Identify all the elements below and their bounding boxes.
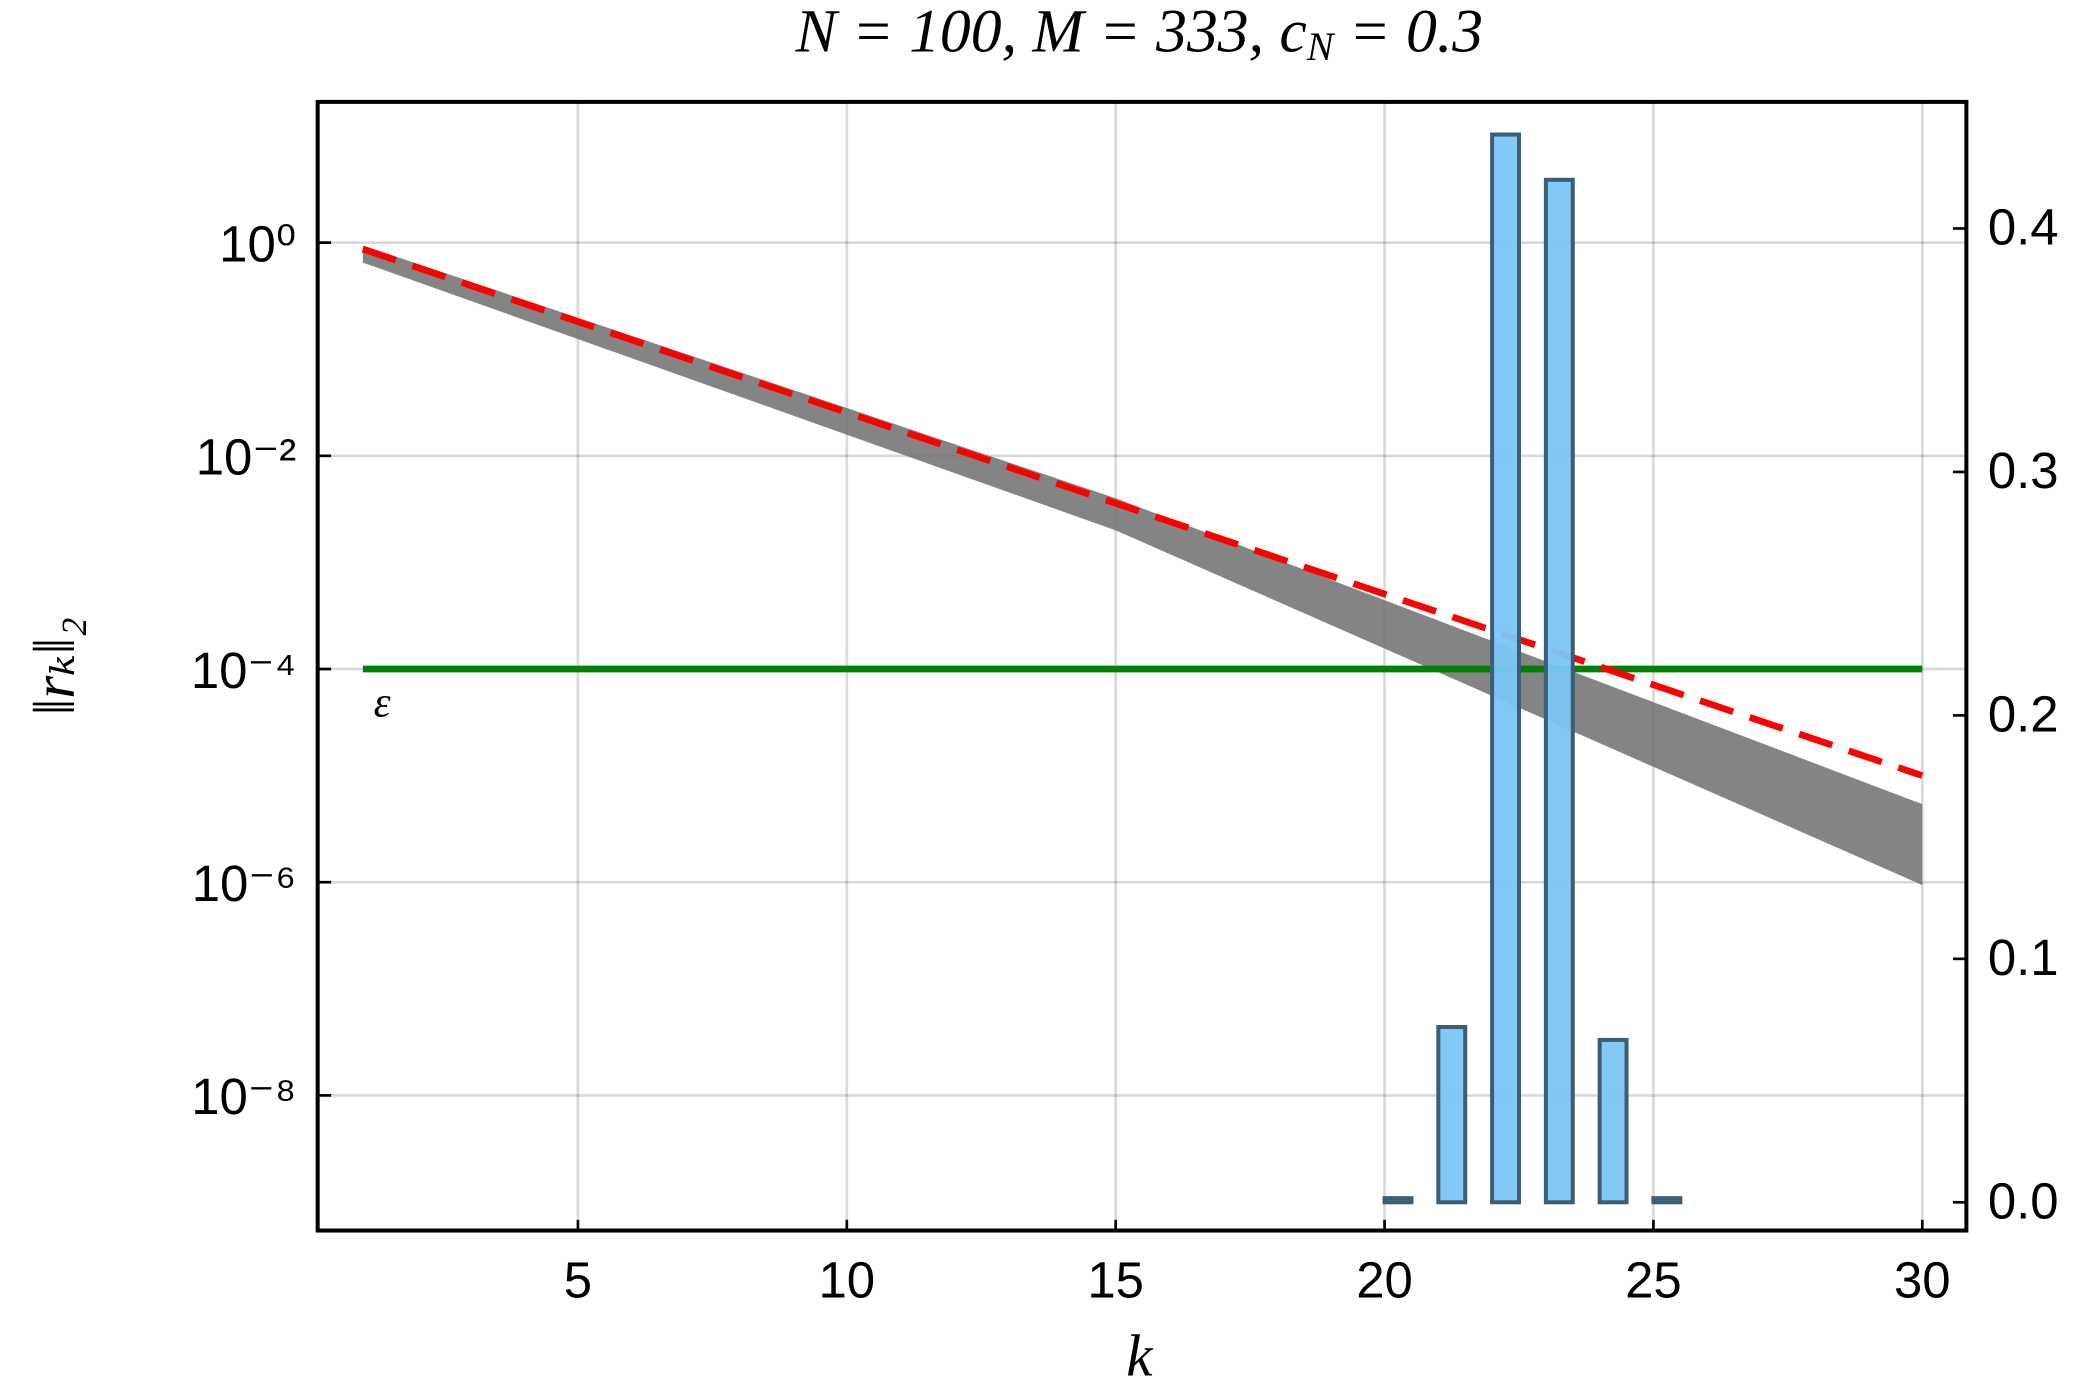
y-tick-label: 10⁻² xyxy=(196,429,296,486)
x-tick-label: 25 xyxy=(1625,1252,1682,1309)
y2-tick-label: 0.0 xyxy=(1988,1172,2059,1229)
x-tick-label: 30 xyxy=(1894,1252,1951,1309)
plot-frame xyxy=(315,99,1969,1233)
y2-tick-label: 0.4 xyxy=(1988,199,2059,256)
epsilon-annotation: ε xyxy=(374,679,391,726)
bar xyxy=(1651,1196,1683,1205)
title-part: N = 100, M = 333, c xyxy=(795,0,1307,66)
y2-tick-label: 0.1 xyxy=(1988,929,2059,986)
bar xyxy=(1436,1024,1468,1205)
simulation-band xyxy=(362,245,1923,886)
x-tick-label: 5 xyxy=(564,1252,592,1309)
title-part: N xyxy=(1306,24,1336,69)
bar xyxy=(1382,1196,1414,1205)
y-tick-label: 10⁻⁴ xyxy=(191,642,296,699)
x-tick-label: 20 xyxy=(1356,1252,1413,1309)
y-axis-label: ‖rₖ‖₂ xyxy=(21,617,87,715)
x-tick-label: 15 xyxy=(1087,1252,1144,1309)
bar xyxy=(1490,132,1521,1205)
bar xyxy=(1597,1037,1629,1205)
y-tick-label: 10⁰ xyxy=(219,215,296,272)
x-axis-label: k xyxy=(1126,1322,1154,1388)
y-tick-label: 10⁻⁶ xyxy=(192,855,296,912)
y-tick-label: 10⁻⁸ xyxy=(191,1068,296,1125)
y2-tick-label: 0.2 xyxy=(1988,686,2059,743)
chart-title: N = 100, M = 333, cN = 0.3 xyxy=(795,0,1484,69)
bar xyxy=(1543,177,1575,1205)
theory-line xyxy=(361,245,1924,779)
x-tick-label: 10 xyxy=(818,1252,875,1309)
y2-tick-label: 0.3 xyxy=(1988,442,2059,499)
title-part: = 0.3 xyxy=(1334,0,1483,66)
